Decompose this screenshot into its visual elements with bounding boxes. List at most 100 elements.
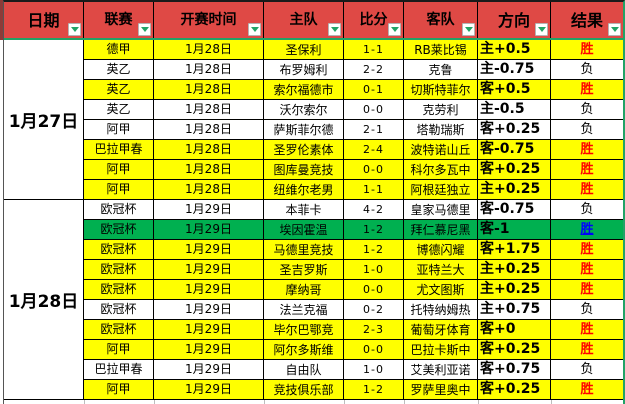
cell-league[interactable]: 阿甲 [84,120,154,139]
cell-away[interactable]: RB莱比锡 [404,40,478,59]
cell-home[interactable]: 萨斯菲尔德 [264,120,344,139]
cell-score[interactable]: 0-1 [344,80,404,99]
cell-league[interactable]: 欧冠杯 [84,220,154,239]
cell-direction[interactable]: 主+0.5 [478,40,551,59]
cell-league[interactable]: 德甲 [84,40,154,59]
cell-time[interactable]: 1月28日 [154,40,264,59]
filter-dropdown-button-result[interactable] [608,23,621,36]
cell-direction[interactable]: 客+0.25 [478,380,551,399]
filter-dropdown-button-league[interactable] [138,23,151,36]
cell-score[interactable]: 1-1 [344,40,404,59]
cell-time[interactable]: 1月29日 [154,300,264,319]
cell-league[interactable]: 欧冠杯 [84,280,154,299]
cell-home[interactable]: 法兰克福 [264,300,344,319]
cell-away[interactable]: 亚特兰大 [404,260,478,279]
cell-home[interactable]: 毕尔巴鄂竞技 [264,320,344,339]
cell-home[interactable]: 布罗姆利 [264,60,344,79]
cell-direction[interactable]: 主+0.75 [478,300,551,319]
cell-league[interactable]: 英乙 [84,60,154,79]
cell-score[interactable]: 2-2 [344,60,404,79]
cell-home[interactable]: 本菲卡 [264,200,344,219]
cell-result[interactable]: 负 [580,302,594,317]
cell-direction[interactable]: 客+0.5 [478,80,551,99]
cell-league[interactable]: 欧冠杯 [84,200,154,219]
cell-direction[interactable]: 主-0.75 [478,60,551,79]
cell-time[interactable]: 1月29日 [154,380,264,399]
cell-direction[interactable]: 客+0.25 [478,340,551,359]
cell-time[interactable]: 1月29日 [154,200,264,219]
filter-dropdown-button-score[interactable] [388,23,401,36]
cell-league[interactable]: 阿甲 [84,340,154,359]
cell-league[interactable]: 巴拉甲春 [84,140,154,159]
cell-home[interactable]: 马德里竞技 [264,240,344,259]
cell-result[interactable]: 胜 [580,222,594,237]
cell-time[interactable]: 1月29日 [154,280,264,299]
cell-result[interactable]: 胜 [580,262,594,277]
cell-league[interactable]: 阿甲 [84,380,154,399]
cell-home[interactable]: 摩纳哥 [264,280,344,299]
cell-result[interactable]: 负 [580,102,594,117]
cell-score[interactable]: 1-2 [344,240,404,259]
filter-dropdown-button-home[interactable] [328,23,341,36]
cell-time[interactable]: 1月28日 [154,80,264,99]
cell-score[interactable]: 4-2 [344,200,404,219]
cell-score[interactable]: 0-0 [344,340,404,359]
cell-direction[interactable]: 主+0.25 [478,180,551,199]
cell-time[interactable]: 1月28日 [154,100,264,119]
cell-score[interactable]: 1-0 [344,360,404,379]
cell-direction[interactable]: 主+0.25 [478,260,551,279]
cell-score[interactable]: 2-4 [344,140,404,159]
cell-result[interactable]: 胜 [580,322,594,337]
cell-result[interactable]: 胜 [580,282,594,297]
date-cell[interactable]: 1月28日 [4,200,84,400]
cell-time[interactable]: 1月28日 [154,160,264,179]
cell-away[interactable]: 巴拉卡斯中央 [404,340,478,359]
cell-league[interactable]: 欧冠杯 [84,320,154,339]
cell-home[interactable]: 图库曼竞技 [264,160,344,179]
cell-away[interactable]: 科尔多瓦中央 [404,160,478,179]
cell-direction[interactable]: 客+0.25 [478,120,551,139]
cell-score[interactable]: 1-1 [344,180,404,199]
cell-league[interactable]: 欧冠杯 [84,240,154,259]
cell-home[interactable]: 阿尔多斯维 [264,340,344,359]
cell-score[interactable]: 1-0 [344,260,404,279]
cell-result[interactable]: 负 [580,202,594,217]
cell-direction[interactable]: 客+0 [478,320,551,339]
cell-home[interactable]: 纽维尔老男孩 [264,180,344,199]
cell-away[interactable]: 博德闪耀 [404,240,478,259]
cell-direction[interactable]: 客-0.75 [478,140,551,159]
cell-direction[interactable]: 客+0.75 [478,360,551,379]
cell-score[interactable]: 0-0 [344,100,404,119]
cell-direction[interactable]: 主+0.25 [478,280,551,299]
cell-result[interactable]: 胜 [580,182,594,197]
cell-away[interactable]: 罗萨里奥中央 [404,380,478,399]
cell-home[interactable]: 圣保利 [264,40,344,59]
filter-dropdown-button-dir[interactable] [535,23,548,36]
cell-away[interactable]: 托特纳姆热刺 [404,300,478,319]
cell-result[interactable]: 负 [580,62,594,77]
cell-result[interactable]: 负 [580,122,594,137]
cell-home[interactable]: 圣吉罗斯 [264,260,344,279]
cell-home[interactable]: 竞技俱乐部 [264,380,344,399]
cell-result[interactable]: 负 [580,362,594,377]
cell-result[interactable]: 胜 [580,242,594,257]
cell-away[interactable]: 阿根廷独立 [404,180,478,199]
cell-time[interactable]: 1月29日 [154,360,264,379]
cell-time[interactable]: 1月28日 [154,140,264,159]
cell-home[interactable]: 埃因霍温 [264,220,344,239]
cell-league[interactable]: 英乙 [84,100,154,119]
cell-time[interactable]: 1月29日 [154,320,264,339]
cell-time[interactable]: 1月28日 [154,180,264,199]
cell-away[interactable]: 波特诺山丘 [404,140,478,159]
cell-direction[interactable]: 主-0.5 [478,100,551,119]
cell-home[interactable]: 沃尔索尔 [264,100,344,119]
cell-score[interactable]: 0-0 [344,280,404,299]
cell-result[interactable]: 胜 [580,382,594,397]
cell-home[interactable]: 索尔福德市 [264,80,344,99]
cell-home[interactable]: 自由队 [264,360,344,379]
cell-league[interactable]: 阿甲 [84,180,154,199]
cell-score[interactable]: 1-2 [344,220,404,239]
cell-result[interactable]: 胜 [580,82,594,97]
cell-score[interactable]: 2-3 [344,320,404,339]
cell-away[interactable]: 切斯特菲尔德 [404,80,478,99]
